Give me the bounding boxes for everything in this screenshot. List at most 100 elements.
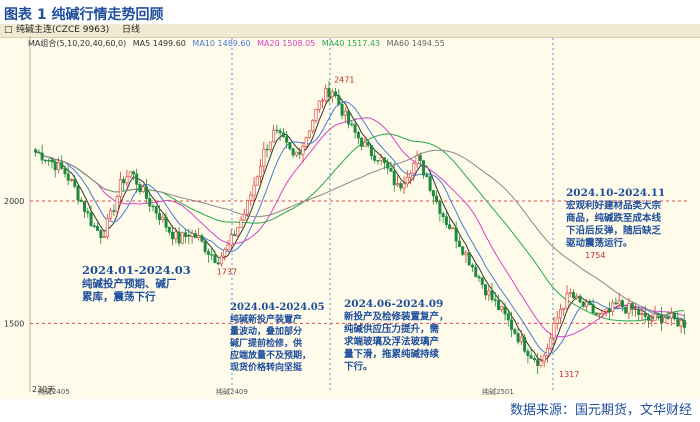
candle-body [291,148,295,156]
candle-body [490,290,494,300]
candle-body [415,155,419,164]
candle-body [281,132,285,137]
ma-legend: MA组合(5,10,20,40,60,0) MA5 1499.60 MA10 1… [28,38,449,49]
candle-body [640,313,644,315]
candle-body [493,299,497,301]
ma-legend-ma40: MA40 1517.43 [321,39,381,48]
instrument-selector[interactable]: 纯碱主连(CZCE 9963) [16,25,110,35]
candle-body [47,159,51,162]
candle-body [288,142,292,150]
candle-body [532,358,536,361]
candle-body [633,308,637,311]
candle-body [598,313,602,315]
candle-body [519,336,523,343]
candle-body [562,307,566,310]
annotation-text: 2024.10-2024.11 [566,187,665,199]
annotation-text: 量下滑，拖累纯碱持续 [344,348,440,360]
candle-body [611,302,615,312]
candle-body [431,190,435,197]
candle-body [389,167,393,172]
candle-body [197,235,201,238]
candle-body [620,300,624,308]
toolbar-checkbox[interactable]: □ [4,25,13,35]
candle-body [539,360,543,366]
candle-body [425,174,429,177]
candle-body [43,159,47,162]
ma-legend-ma60: MA60 1494.55 [386,39,445,48]
candle-body [529,355,533,359]
candle-body [409,173,413,178]
candle-body [526,350,530,356]
candle-body [252,184,256,196]
candle-body [591,304,595,314]
annotation-text: 现货价格转向坚挺 [230,361,303,373]
candle-body [422,160,426,176]
candle-body [314,109,318,121]
candle-body [656,313,660,316]
candle-body [594,312,598,315]
annotation-text: 纯碱供应压力提升，需 [344,323,440,335]
candle-body [109,210,113,219]
candle-body [373,155,377,161]
candle-body [673,312,677,320]
candle-body [356,132,360,139]
candle-body [588,301,592,305]
candle-body [135,173,139,185]
candle-body [128,171,132,178]
annotation-text: 下行。 [344,361,373,373]
candle-body [265,148,269,151]
candle-body [516,333,520,343]
candle-body [76,186,80,201]
candle-body [171,231,175,240]
candle-body [353,124,357,133]
candle-body [438,201,442,214]
y-tick-label: 1500 [4,319,24,328]
candle-body [66,173,70,181]
candle-body [249,194,253,201]
candle-body [324,88,328,101]
annotation-text: 应端放量不及预期， [230,349,311,361]
candle-body [350,123,354,126]
candle-body [402,183,406,189]
candle-body [285,136,289,143]
annotation-text: 2024.01-2024.03 [82,263,191,277]
candle-body [34,149,38,153]
candle-body [337,95,341,105]
candle-body [617,300,621,305]
candle-body [148,198,152,207]
ma-legend-ma5: MA5 1499.60 [132,39,186,48]
candle-body [497,300,501,311]
candle-body [53,161,57,171]
candle-body [480,277,484,285]
candle-body [141,186,145,192]
candle-body [229,234,233,246]
candle-body [232,234,236,236]
candle-body [86,211,90,214]
period-selector[interactable]: 日线 [122,25,141,35]
candle-body [239,219,243,228]
candle-body [69,178,73,181]
candle-body [112,210,116,212]
candle-body [682,320,686,328]
candle-body [177,231,181,244]
candle-body [158,213,162,221]
candle-body [607,308,611,312]
ma-legend-ma20: MA20 1508.05 [257,39,316,48]
annotation-text: 驱动震荡运行。 [566,237,633,249]
candle-body [105,218,109,238]
candle-body [454,227,458,242]
candle-body [503,306,507,315]
x-tick-label: 纯碱2501 [482,387,514,396]
candle-body [448,224,452,230]
candle-body [125,176,129,184]
candle-body [118,179,122,197]
candle-body [200,235,204,242]
candle-body [210,254,214,256]
candle-body [663,317,667,323]
candle-body [581,301,585,307]
candle-body [470,264,474,268]
candle-body [575,295,579,299]
candle-body [83,201,87,212]
candle-body [304,137,308,147]
candle-body [558,309,562,319]
